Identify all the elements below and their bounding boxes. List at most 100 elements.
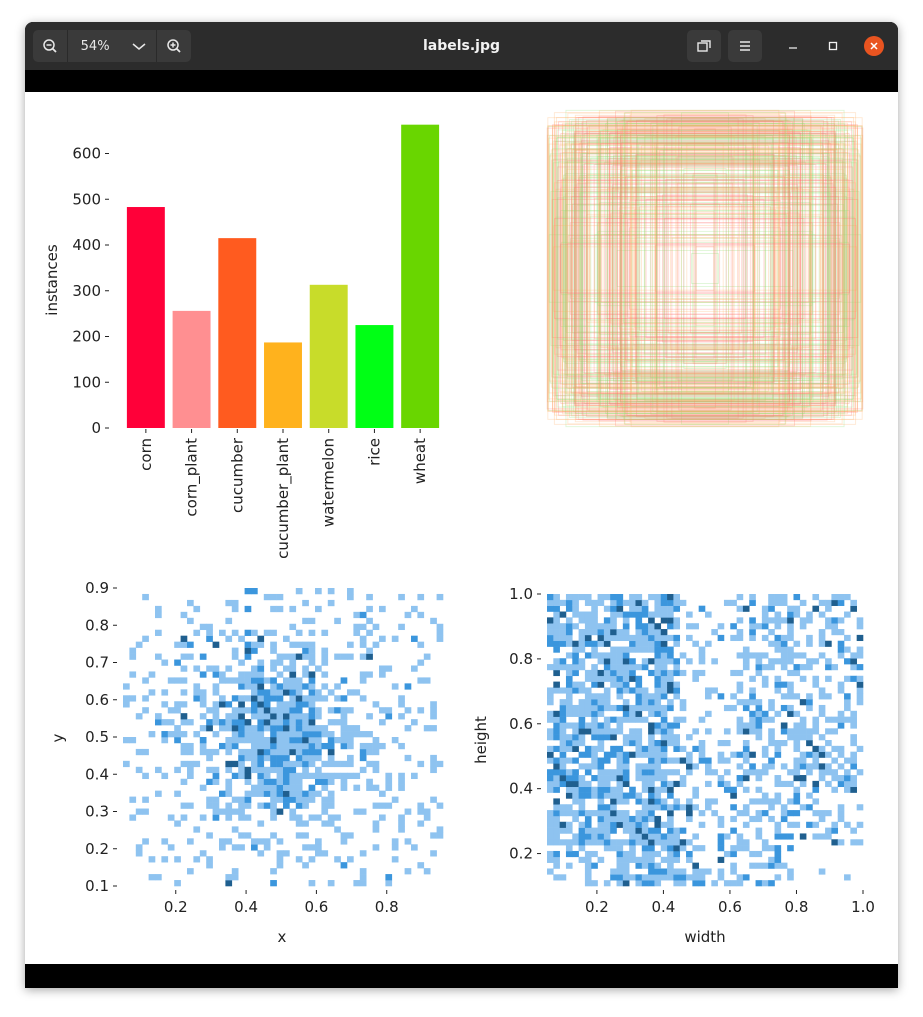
hist-cell (705, 804, 712, 811)
hist-cell (547, 687, 554, 694)
hist-cell (856, 652, 864, 659)
hist-cell (768, 716, 775, 723)
hist-cell (812, 763, 820, 770)
hist-cell (768, 880, 775, 887)
hist-cell (572, 740, 579, 747)
zoom-dropdown-button[interactable] (122, 30, 158, 62)
hist-cell (161, 689, 169, 696)
zoom-out-button[interactable] (33, 30, 67, 62)
hist-cell (812, 675, 820, 682)
hist-cell (302, 713, 309, 720)
hist-cell (276, 737, 284, 744)
hist-cell (347, 754, 354, 762)
hist-cell (749, 716, 756, 723)
hist-cell (584, 833, 592, 840)
hist-cell (572, 734, 579, 741)
hist-cell (768, 862, 775, 869)
hist-cell (572, 681, 579, 688)
image-canvas[interactable]: 0 100 200 300 400 500 600 corn corn_plant cucumbe… (25, 70, 898, 988)
hist-cell (793, 769, 801, 776)
hist-cell (231, 874, 239, 881)
hist-cell (553, 710, 560, 717)
hist-cell (553, 611, 560, 618)
hist-cell (692, 786, 699, 793)
hist-cell (622, 868, 630, 875)
hist-cell (774, 681, 782, 688)
close-button[interactable] (864, 36, 884, 56)
hist-cell (295, 796, 303, 803)
hist-cell (641, 599, 649, 606)
fit-window-button[interactable] (687, 30, 721, 62)
zoom-in-icon (167, 39, 181, 53)
hist-cell (238, 737, 245, 744)
hist-cell (251, 754, 258, 762)
hist-cell (308, 671, 316, 678)
hist-cell (654, 675, 662, 682)
label-box (589, 215, 821, 322)
hist-cell (206, 754, 213, 762)
hist-cell (856, 681, 864, 688)
hist-cell (648, 769, 655, 776)
hist-cell (641, 798, 649, 805)
hist-cell (283, 677, 290, 684)
hist-cell (755, 734, 763, 741)
hist-cell (774, 617, 782, 624)
hist-cell (844, 594, 851, 601)
hist-cell (257, 671, 265, 678)
hist-cell (610, 611, 617, 618)
label-box (574, 130, 836, 407)
hist-cell (629, 704, 636, 712)
hist-cell (270, 880, 277, 887)
hist-cell (660, 780, 668, 788)
zoom-in-button[interactable] (157, 30, 191, 62)
hist-cell (667, 722, 674, 729)
hist-cell (717, 833, 725, 840)
hist-cell (167, 707, 175, 714)
hist-cell (698, 810, 706, 817)
hist-cell (660, 594, 668, 601)
hist-cell (334, 683, 341, 690)
hist-cell (578, 740, 586, 747)
hist-cell (231, 653, 239, 660)
minimize-button[interactable] (783, 36, 803, 56)
hist-cell (635, 745, 643, 752)
hist-cell (321, 647, 329, 654)
label-box (650, 122, 760, 415)
hist-cell (610, 868, 617, 875)
hist-cell (340, 862, 348, 869)
hist-cell (686, 769, 693, 776)
hist-cell (578, 716, 586, 723)
hist-cell (302, 832, 309, 839)
hist-cell (629, 874, 636, 881)
hist-cell (372, 641, 380, 648)
hist-cell (553, 634, 560, 642)
hist-cell (730, 786, 737, 793)
zoom-level[interactable]: 54% (66, 30, 123, 62)
hist-cell (187, 772, 194, 780)
hist-cell (629, 833, 636, 840)
menu-button[interactable] (728, 30, 762, 62)
hist-cell (837, 617, 845, 624)
hist-cell (180, 760, 188, 768)
label-box (585, 181, 825, 356)
label-box (596, 134, 814, 403)
hist-cell (667, 740, 674, 747)
hist-cell (648, 629, 655, 636)
label-box (665, 179, 745, 358)
hist-cell (547, 856, 554, 863)
hist-cell (559, 664, 567, 671)
hist-cell (553, 605, 560, 612)
label-box (635, 153, 775, 384)
hist-cell (225, 784, 233, 791)
hist-cell (597, 704, 605, 712)
maximize-button[interactable] (823, 36, 843, 56)
hist-cell (780, 652, 788, 659)
bar-cucumber_plant (264, 342, 302, 428)
maximize-icon (828, 41, 838, 51)
hist-cell (749, 710, 756, 717)
hist-cell (648, 722, 655, 729)
hist-cell (616, 775, 624, 782)
hist-cell (654, 623, 662, 630)
hist-cell (723, 599, 731, 606)
hist-cell (193, 629, 201, 636)
